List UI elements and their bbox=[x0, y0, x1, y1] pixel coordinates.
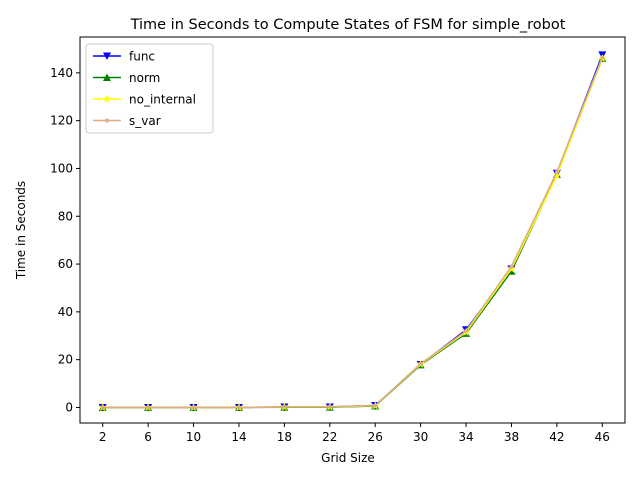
x-tick-label: 22 bbox=[322, 430, 337, 444]
legend-label: norm bbox=[129, 71, 160, 85]
legend-item: no_internal bbox=[93, 93, 196, 107]
data-point bbox=[418, 361, 423, 366]
x-tick-label: 18 bbox=[277, 430, 292, 444]
legend-item: s_var bbox=[93, 114, 161, 128]
data-point bbox=[464, 328, 469, 333]
x-tick-label: 6 bbox=[144, 430, 152, 444]
y-tick-label: 20 bbox=[58, 353, 73, 367]
legend-label: no_internal bbox=[129, 93, 196, 107]
y-tick-label: 100 bbox=[50, 161, 73, 175]
x-tick-label: 38 bbox=[504, 430, 519, 444]
legend-label: s_var bbox=[129, 114, 161, 128]
legend-label: func bbox=[129, 50, 155, 64]
legend-marker bbox=[103, 73, 111, 81]
x-tick-label: 46 bbox=[595, 430, 610, 444]
x-axis-label: Grid Size bbox=[321, 451, 375, 465]
data-point bbox=[554, 170, 559, 175]
series-s-var bbox=[100, 55, 605, 410]
data-point bbox=[191, 405, 196, 410]
data-point bbox=[509, 264, 514, 269]
legend-marker bbox=[103, 52, 111, 60]
y-tick-label: 80 bbox=[58, 209, 73, 223]
plot-frame bbox=[79, 36, 626, 424]
data-point bbox=[373, 403, 378, 408]
legend-marker bbox=[105, 118, 109, 123]
y-tick-label: 0 bbox=[65, 400, 73, 414]
legend-item: func bbox=[93, 50, 155, 64]
data-point bbox=[236, 405, 241, 410]
y-tick-label: 120 bbox=[50, 114, 73, 128]
data-point bbox=[552, 171, 562, 180]
x-tick-label: 14 bbox=[231, 430, 246, 444]
series-line bbox=[102, 57, 603, 409]
x-tick-label: 10 bbox=[186, 430, 201, 444]
data-point bbox=[282, 404, 287, 409]
chart-title: Time in Seconds to Compute States of FSM… bbox=[130, 17, 566, 33]
y-tick-label: 60 bbox=[58, 257, 73, 271]
data-point bbox=[146, 405, 151, 410]
x-tick-label: 42 bbox=[549, 430, 564, 444]
x-tick-label: 2 bbox=[99, 430, 107, 444]
legend-marker bbox=[102, 94, 112, 103]
data-point bbox=[600, 55, 605, 60]
legend-box bbox=[85, 43, 214, 134]
x-tick-label: 26 bbox=[368, 430, 383, 444]
y-axis-label: Time in Seconds bbox=[14, 181, 28, 280]
data-point bbox=[100, 405, 105, 410]
data-point bbox=[327, 404, 332, 409]
y-tick-label: 40 bbox=[58, 305, 73, 319]
y-tick-label: 140 bbox=[50, 66, 73, 80]
legend-item: norm bbox=[93, 71, 160, 85]
x-tick-label: 30 bbox=[413, 430, 428, 444]
x-tick-label: 34 bbox=[458, 430, 473, 444]
legend: func norm no_internal s_var bbox=[85, 43, 214, 134]
